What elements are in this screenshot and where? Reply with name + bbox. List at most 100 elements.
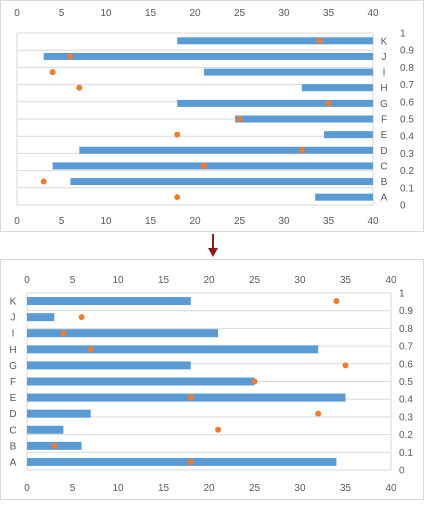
chart-after: 0055101015152020252530303535404000.10.20… [9,275,413,494]
bar-K [177,37,373,45]
x-tick-label-bottom: 25 [249,483,261,494]
secondary-y-tick-label: 0.1 [399,448,413,459]
x-tick-label-top: 35 [340,275,352,286]
bar-C [27,425,64,434]
bar-E [324,131,373,139]
x-tick-label-top: 30 [294,275,306,286]
bar-A [315,193,373,201]
point-A [174,194,181,201]
point-C [215,426,222,433]
x-tick-label-top: 20 [203,275,215,286]
category-label-J: J [382,52,387,63]
x-tick-label-bottom: 40 [367,216,379,227]
x-tick-label-bottom: 30 [278,216,290,227]
secondary-y-tick-label: 0.6 [400,97,414,108]
bar-K [27,297,191,306]
category-label-K: K [10,297,17,308]
secondary-y-tick-label: 0.4 [400,132,414,143]
x-tick-label-bottom: 15 [145,216,157,227]
category-label-E: E [10,393,17,404]
bar-H [27,345,319,354]
point-B [51,442,58,449]
x-tick-label-bottom: 20 [189,216,201,227]
point-K [333,298,340,305]
x-tick-label-top: 10 [112,275,124,286]
category-label-B: B [381,177,388,188]
secondary-y-tick-label: 0.5 [399,377,413,388]
secondary-y-tick-label: 0 [400,201,406,212]
point-D [315,410,322,417]
down-arrow-icon [208,234,218,257]
category-label-H: H [9,345,16,356]
bar-D [27,409,91,418]
x-tick-label-bottom: 10 [100,216,112,227]
point-F [251,378,258,385]
x-tick-label-top: 5 [59,8,65,19]
category-label-F: F [381,115,387,126]
secondary-y-tick-label: 0.3 [399,412,413,423]
bar-B [70,178,374,186]
category-label-C: C [9,425,16,436]
x-tick-label-bottom: 10 [112,483,124,494]
x-tick-label-bottom: 5 [70,483,76,494]
secondary-y-tick-label: 0.7 [400,80,414,91]
x-tick-label-top: 35 [323,8,335,19]
point-B [40,178,47,185]
bar-J [27,313,55,322]
secondary-y-tick-label: 0.9 [400,46,414,57]
category-label-A: A [10,457,17,468]
category-label-G: G [380,99,388,110]
x-tick-label-top: 40 [385,275,397,286]
bar-I [27,329,219,338]
category-label-E: E [381,130,388,141]
secondary-y-tick-label: 1 [399,289,405,300]
x-tick-label-bottom: 35 [340,483,352,494]
secondary-y-tick-label: 0.1 [400,183,414,194]
bar-F [235,115,373,123]
bar-I [203,68,373,76]
bar-A [27,457,337,466]
x-tick-label-bottom: 20 [203,483,215,494]
point-F [236,116,243,122]
x-tick-label-top: 25 [234,8,246,19]
chart-before-panel: 0 0 5 5 10 10 15 15 20 20 25 25 30 30 35 35 40 40 0 0.1 0.2 0… [0,0,424,232]
bar-H [301,84,373,92]
secondary-y-tick-label: 0 [399,466,405,477]
category-label-J: J [11,313,16,324]
point-A [187,458,194,465]
bar-J [43,52,373,60]
point-D [298,147,305,154]
secondary-y-tick-label: 0.9 [399,306,413,317]
point-I [49,69,56,76]
point-K [316,37,323,44]
x-tick-label-top: 10 [100,8,112,19]
x-tick-label-top: 40 [367,8,379,19]
x-tick-label-top: 5 [70,275,76,286]
x-tick-label-bottom: 25 [234,216,246,227]
secondary-y-tick-label: 0.4 [399,395,413,406]
secondary-y-tick-label: 0.8 [399,324,413,335]
secondary-y-tick-label: 0.3 [400,149,414,160]
point-E [174,131,181,138]
chart-after-panel: 0 0 5 5 10 10 15 15 20 20 25 25 30 30 35 35 40 40 0 0.1 0.2 0… [0,259,424,500]
category-label-I: I [12,329,15,340]
x-tick-label-bottom: 40 [385,483,397,494]
x-tick-label-bottom: 0 [24,483,30,494]
point-G [342,362,349,369]
x-tick-label-top: 15 [158,275,170,286]
category-label-B: B [10,441,17,452]
x-tick-label-bottom: 15 [158,483,170,494]
secondary-y-tick-label: 0.6 [399,359,413,370]
secondary-y-tick-label: 0.7 [399,342,413,353]
bar-E [27,393,346,402]
point-E [187,394,194,401]
x-tick-label-bottom: 30 [294,483,306,494]
point-J [78,314,85,321]
x-tick-label-bottom: 5 [59,216,65,227]
bar-G [177,99,373,107]
bar-C [52,162,373,170]
secondary-y-tick-label: 0.8 [400,63,414,74]
point-H [76,84,83,91]
point-G [325,100,332,107]
bar-F [27,377,255,386]
